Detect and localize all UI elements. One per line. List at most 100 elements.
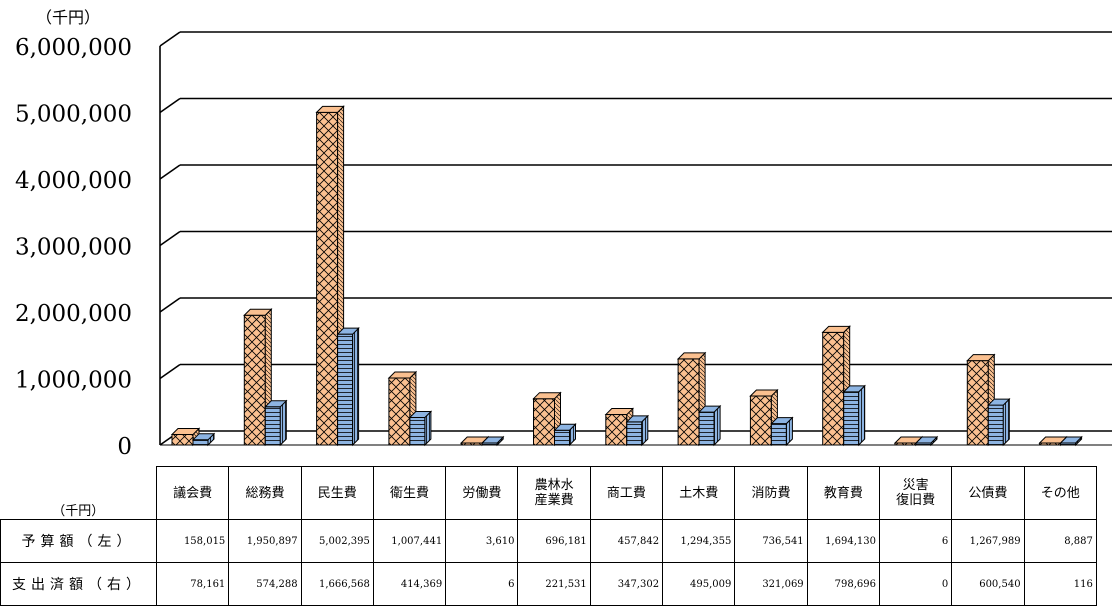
table-value-cell: 347,302 bbox=[589, 562, 664, 606]
table-value-cell: 3,610 bbox=[445, 519, 519, 563]
data-table-spent-row: 支出済額（右） 78,161 574,288 1,666,568 414,369 6 22… bbox=[0, 562, 1097, 606]
bar-budget-top bbox=[676, 352, 707, 360]
bar-spent-top bbox=[480, 436, 505, 444]
bar-spent-top bbox=[264, 400, 288, 408]
table-value-cell: 457,842 bbox=[589, 519, 664, 563]
y-axis-unit-label: （千円） bbox=[36, 8, 101, 27]
table-value-cell: 0 bbox=[878, 562, 953, 606]
bar-budget-front bbox=[677, 358, 700, 446]
bar-spent-top bbox=[842, 385, 866, 393]
bar-spent-top bbox=[987, 398, 1011, 406]
bar-spent-front bbox=[626, 421, 643, 446]
bar-spent bbox=[625, 414, 650, 447]
table-value-cell: 6 bbox=[445, 562, 519, 606]
table-value-cell: 1,666,568 bbox=[300, 562, 374, 606]
bar-budget-front bbox=[243, 314, 266, 446]
table-header-cell: 土木費 bbox=[662, 466, 736, 520]
gridline-diagonal bbox=[159, 31, 181, 47]
table-value-cell: 1,694,130 bbox=[806, 519, 880, 563]
bar-spent-front bbox=[337, 333, 354, 446]
bar-spent-top bbox=[697, 405, 722, 413]
bar-budget-front bbox=[316, 111, 339, 446]
bar-spent-front bbox=[987, 404, 1004, 446]
table-value-cell: 158,015 bbox=[155, 519, 230, 563]
bar-spent-side bbox=[1002, 397, 1010, 447]
bar-spent-top bbox=[914, 436, 939, 444]
gridline-diagonal bbox=[159, 164, 181, 180]
bar-budget-front bbox=[171, 433, 194, 446]
bar-budget-top bbox=[821, 325, 851, 333]
bar-spent-top bbox=[336, 327, 360, 335]
table-header-cell: 商工費 bbox=[589, 466, 664, 520]
bar-budget-top bbox=[315, 105, 345, 113]
bar-spent bbox=[336, 326, 360, 447]
bar-budget-front bbox=[388, 377, 411, 446]
bar-spent-top bbox=[1059, 436, 1083, 444]
table-header-cell: 民生費 bbox=[300, 466, 374, 520]
bar-spent-top bbox=[553, 423, 577, 431]
bar-budget-top bbox=[532, 392, 562, 400]
bar-spent bbox=[191, 432, 216, 447]
bar-spent-front bbox=[192, 439, 209, 446]
bar-spent bbox=[987, 397, 1011, 447]
bar-spent bbox=[553, 423, 577, 447]
bar-budget-top bbox=[966, 354, 996, 362]
bar-spent-top bbox=[770, 417, 794, 425]
table-value-cell: 696,181 bbox=[517, 519, 591, 563]
bar-spent bbox=[770, 416, 794, 447]
table-header-cell: 議会費 bbox=[155, 466, 230, 520]
table-header-cell: 農林水 産業費 bbox=[517, 466, 591, 520]
table-value-cell: 116 bbox=[1023, 562, 1097, 606]
table-value-cell: 600,540 bbox=[951, 562, 1025, 606]
bar-budget-front bbox=[605, 414, 628, 446]
bar-spent-side bbox=[352, 326, 360, 447]
row-label-spent: 支出済額（右） bbox=[0, 562, 157, 606]
y-tick-label: 0 bbox=[117, 434, 132, 460]
data-table-header-row: （千円） 議会費 総務費 民生費 衛生費 労働費 農林水 産業費 商工費 土木費 消防費 教育費 災害… bbox=[1, 466, 1097, 520]
gridline-diagonal bbox=[159, 297, 181, 313]
y-tick-label: 3,000,000 bbox=[15, 235, 132, 261]
bar-spent bbox=[914, 435, 939, 447]
table-value-cell: 8,887 bbox=[1023, 519, 1097, 563]
row-label-budget: 予算額（左） bbox=[0, 519, 157, 563]
data-table: （千円） 議会費 総務費 民生費 衛生費 労働費 農林水 産業費 商工費 土木費 消防費 教育費 災害… bbox=[0, 466, 1097, 606]
bar-budget-front bbox=[749, 395, 772, 446]
bar-budget-front bbox=[533, 398, 555, 446]
bar-spent-front bbox=[554, 429, 570, 446]
bar-spent bbox=[408, 410, 433, 447]
table-header-cell: 災害 復旧費 bbox=[878, 466, 953, 520]
bar-spent bbox=[264, 399, 288, 447]
bar-chart: 0 1,000,000 2,000,000 3,000,000 4,000,000 5,0… bbox=[15, 31, 1112, 460]
table-header-cell: 公債費 bbox=[951, 466, 1025, 520]
table-value-cell: 1,267,989 bbox=[951, 519, 1025, 563]
table-value-cell: 574,288 bbox=[228, 562, 302, 606]
table-value-cell: 736,541 bbox=[734, 519, 808, 563]
table-value-cell: 5,002,395 bbox=[300, 519, 374, 563]
bar-spent-front bbox=[409, 416, 426, 446]
data-table-budget-row: 予算額（左） 158,015 1,950,897 5,002,395 1,007,44… bbox=[0, 519, 1097, 563]
table-value-cell: 1,007,441 bbox=[372, 519, 447, 563]
bar-spent-side bbox=[858, 384, 866, 447]
table-value-cell: 798,696 bbox=[806, 562, 880, 606]
bar-spent-top bbox=[408, 410, 433, 418]
bar-spent bbox=[842, 384, 866, 447]
table-value-cell: 78,161 bbox=[155, 562, 230, 606]
bar-budget-front bbox=[966, 360, 989, 446]
table-value-cell: 414,369 bbox=[372, 562, 447, 606]
table-value-cell: 1,950,897 bbox=[228, 519, 302, 563]
bar-budget-front bbox=[822, 331, 845, 446]
table-unit-label: （千円） bbox=[52, 504, 105, 519]
table-header-cell: 労働費 bbox=[445, 466, 519, 520]
bar-spent-front bbox=[264, 406, 281, 446]
gridline-diagonal bbox=[159, 230, 181, 247]
bar-spent-top bbox=[191, 433, 216, 441]
bar-spent bbox=[1059, 435, 1083, 447]
bar-budget-top bbox=[749, 389, 779, 397]
bar-budget-top bbox=[243, 308, 273, 316]
table-header-cell: 総務費 bbox=[228, 466, 302, 520]
table-value-cell: 1,294,355 bbox=[662, 519, 736, 563]
bar-spent-top bbox=[625, 415, 650, 423]
table-value-cell: 6 bbox=[878, 519, 953, 563]
bar-spent-front bbox=[698, 411, 715, 446]
table-header-cell: その他 bbox=[1023, 466, 1097, 520]
